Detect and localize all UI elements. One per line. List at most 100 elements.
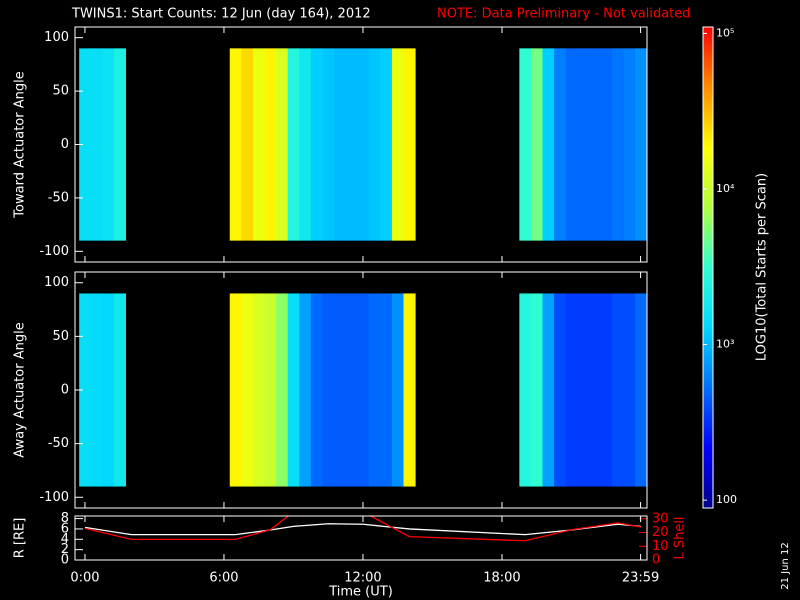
heatmap-cell	[90, 293, 103, 487]
heatmap-cell	[380, 48, 393, 241]
heatmap-cell	[391, 293, 405, 487]
heatmap-cell	[519, 293, 532, 487]
x-axis-label: Time (UT)	[328, 585, 393, 600]
note: NOTE: Data Preliminary - Not validated	[437, 7, 691, 22]
heatmap-cell	[530, 48, 544, 241]
heatmap-cell	[612, 293, 625, 487]
heatmap-cell	[588, 293, 601, 487]
y-axis-label: Toward Actuator Angle	[13, 71, 28, 218]
heatmap-cell	[79, 293, 92, 487]
heatmap-cell	[113, 48, 127, 241]
heatmap-cell	[241, 48, 254, 241]
heatmap-cell	[79, 48, 92, 241]
y-tick-label: 0	[61, 383, 69, 398]
y-tick-label: 6	[61, 521, 69, 536]
heatmap-cell	[565, 48, 578, 241]
heatmap-cell	[241, 293, 254, 487]
heatmap-cell	[565, 293, 578, 487]
heatmap-cell	[102, 293, 115, 487]
y-tick-label: -50	[48, 190, 69, 205]
heatmap-cell	[229, 48, 242, 241]
y-tick-label: 50	[52, 329, 69, 344]
colorbar-tick-label: 10³	[716, 338, 734, 351]
heatmap-cell	[530, 293, 544, 487]
colorbar-tick-label: 10⁵	[716, 26, 734, 39]
heatmap-cell	[577, 293, 590, 487]
y-tick-label: 0	[652, 553, 660, 568]
x-tick-label: 6:00	[209, 571, 238, 586]
heatmap-cell	[322, 293, 335, 487]
heatmap-cell	[287, 48, 300, 241]
heatmap-cell	[380, 293, 393, 487]
line	[84, 516, 642, 542]
heatmap-cell	[276, 293, 289, 487]
x-tick-label: 23:59	[622, 571, 659, 586]
heatmap-cell	[299, 293, 312, 487]
heatmap-cell	[600, 293, 613, 487]
y-tick-label: 10	[652, 539, 669, 554]
y-tick-label: 30	[652, 511, 669, 526]
heatmap-cell	[403, 48, 416, 241]
heatmap-cell	[264, 48, 277, 241]
heatmap-cell	[554, 48, 567, 241]
heatmap-cell	[276, 48, 289, 241]
date: 21 Jun 12	[780, 542, 791, 589]
heatmap-cell	[612, 48, 625, 241]
heatmap-cell	[310, 48, 323, 241]
colorbar-label: LOG10(Total Starts per Scan)	[755, 173, 770, 361]
heatmap-cell	[310, 293, 323, 487]
y-tick-label: 100	[44, 275, 69, 290]
y-tick-label: 0	[61, 137, 69, 152]
heatmap-cell	[554, 293, 567, 487]
heatmap-cell	[542, 48, 555, 241]
heatmap-cell	[635, 293, 648, 487]
heatmap-cell	[577, 48, 590, 241]
heatmap-cell	[334, 48, 347, 241]
y-tick-label: -50	[48, 436, 69, 451]
heatmap-cell	[357, 293, 370, 487]
chart-title: TWINS1: Start Counts: 12 Jun (day 164), …	[71, 7, 371, 22]
heatmap-cell	[403, 293, 416, 487]
heatmap-cell	[345, 293, 358, 487]
y-tick-label: 20	[652, 525, 669, 540]
y-tick-label: 2	[61, 542, 69, 557]
x-tick-label: 18:00	[483, 571, 520, 586]
y-axis-label: R [RE]	[13, 518, 28, 559]
heatmap-cell	[391, 48, 405, 241]
heatmap-cell	[623, 48, 636, 241]
y-tick-label: 0	[61, 553, 69, 568]
heatmap-cell	[357, 48, 370, 241]
heatmap-cell	[623, 293, 636, 487]
panel-frame	[74, 515, 648, 561]
heatmap-cell	[287, 293, 300, 487]
heatmap-cell	[542, 293, 555, 487]
y2-axis-label: L Shell	[673, 516, 688, 559]
y-tick-label: 50	[52, 84, 69, 99]
y-tick-label: 100	[44, 30, 69, 45]
x-tick-label: 0:00	[70, 571, 99, 586]
heatmap-cell	[635, 48, 648, 241]
heatmap-cell	[600, 48, 613, 241]
heatmap-cell	[113, 293, 127, 487]
panel-frame	[74, 26, 648, 263]
y-tick-label: 8	[61, 511, 69, 526]
heatmap-cell	[229, 293, 242, 487]
heatmap-cell	[345, 48, 358, 241]
heatmap-cell	[264, 293, 277, 487]
heatmap-cell	[102, 48, 115, 241]
y-tick-label: -100	[39, 490, 69, 505]
colorbar-tick-label: 100	[716, 493, 737, 506]
y-tick-label: -100	[39, 244, 69, 259]
heatmap-cell	[334, 293, 347, 487]
heatmap-cell	[368, 293, 381, 487]
x-tick-label: 12:00	[344, 571, 381, 586]
colorbar	[702, 26, 714, 509]
heatmap-cell	[90, 48, 103, 241]
heatmap-cell	[252, 48, 266, 241]
heatmap-cell	[322, 48, 335, 241]
heatmap-cell	[519, 48, 532, 241]
y-axis-label: Away Actuator Angle	[13, 322, 28, 457]
colorbar-tick-label: 10⁴	[716, 182, 735, 195]
heatmap-cell	[588, 48, 601, 241]
